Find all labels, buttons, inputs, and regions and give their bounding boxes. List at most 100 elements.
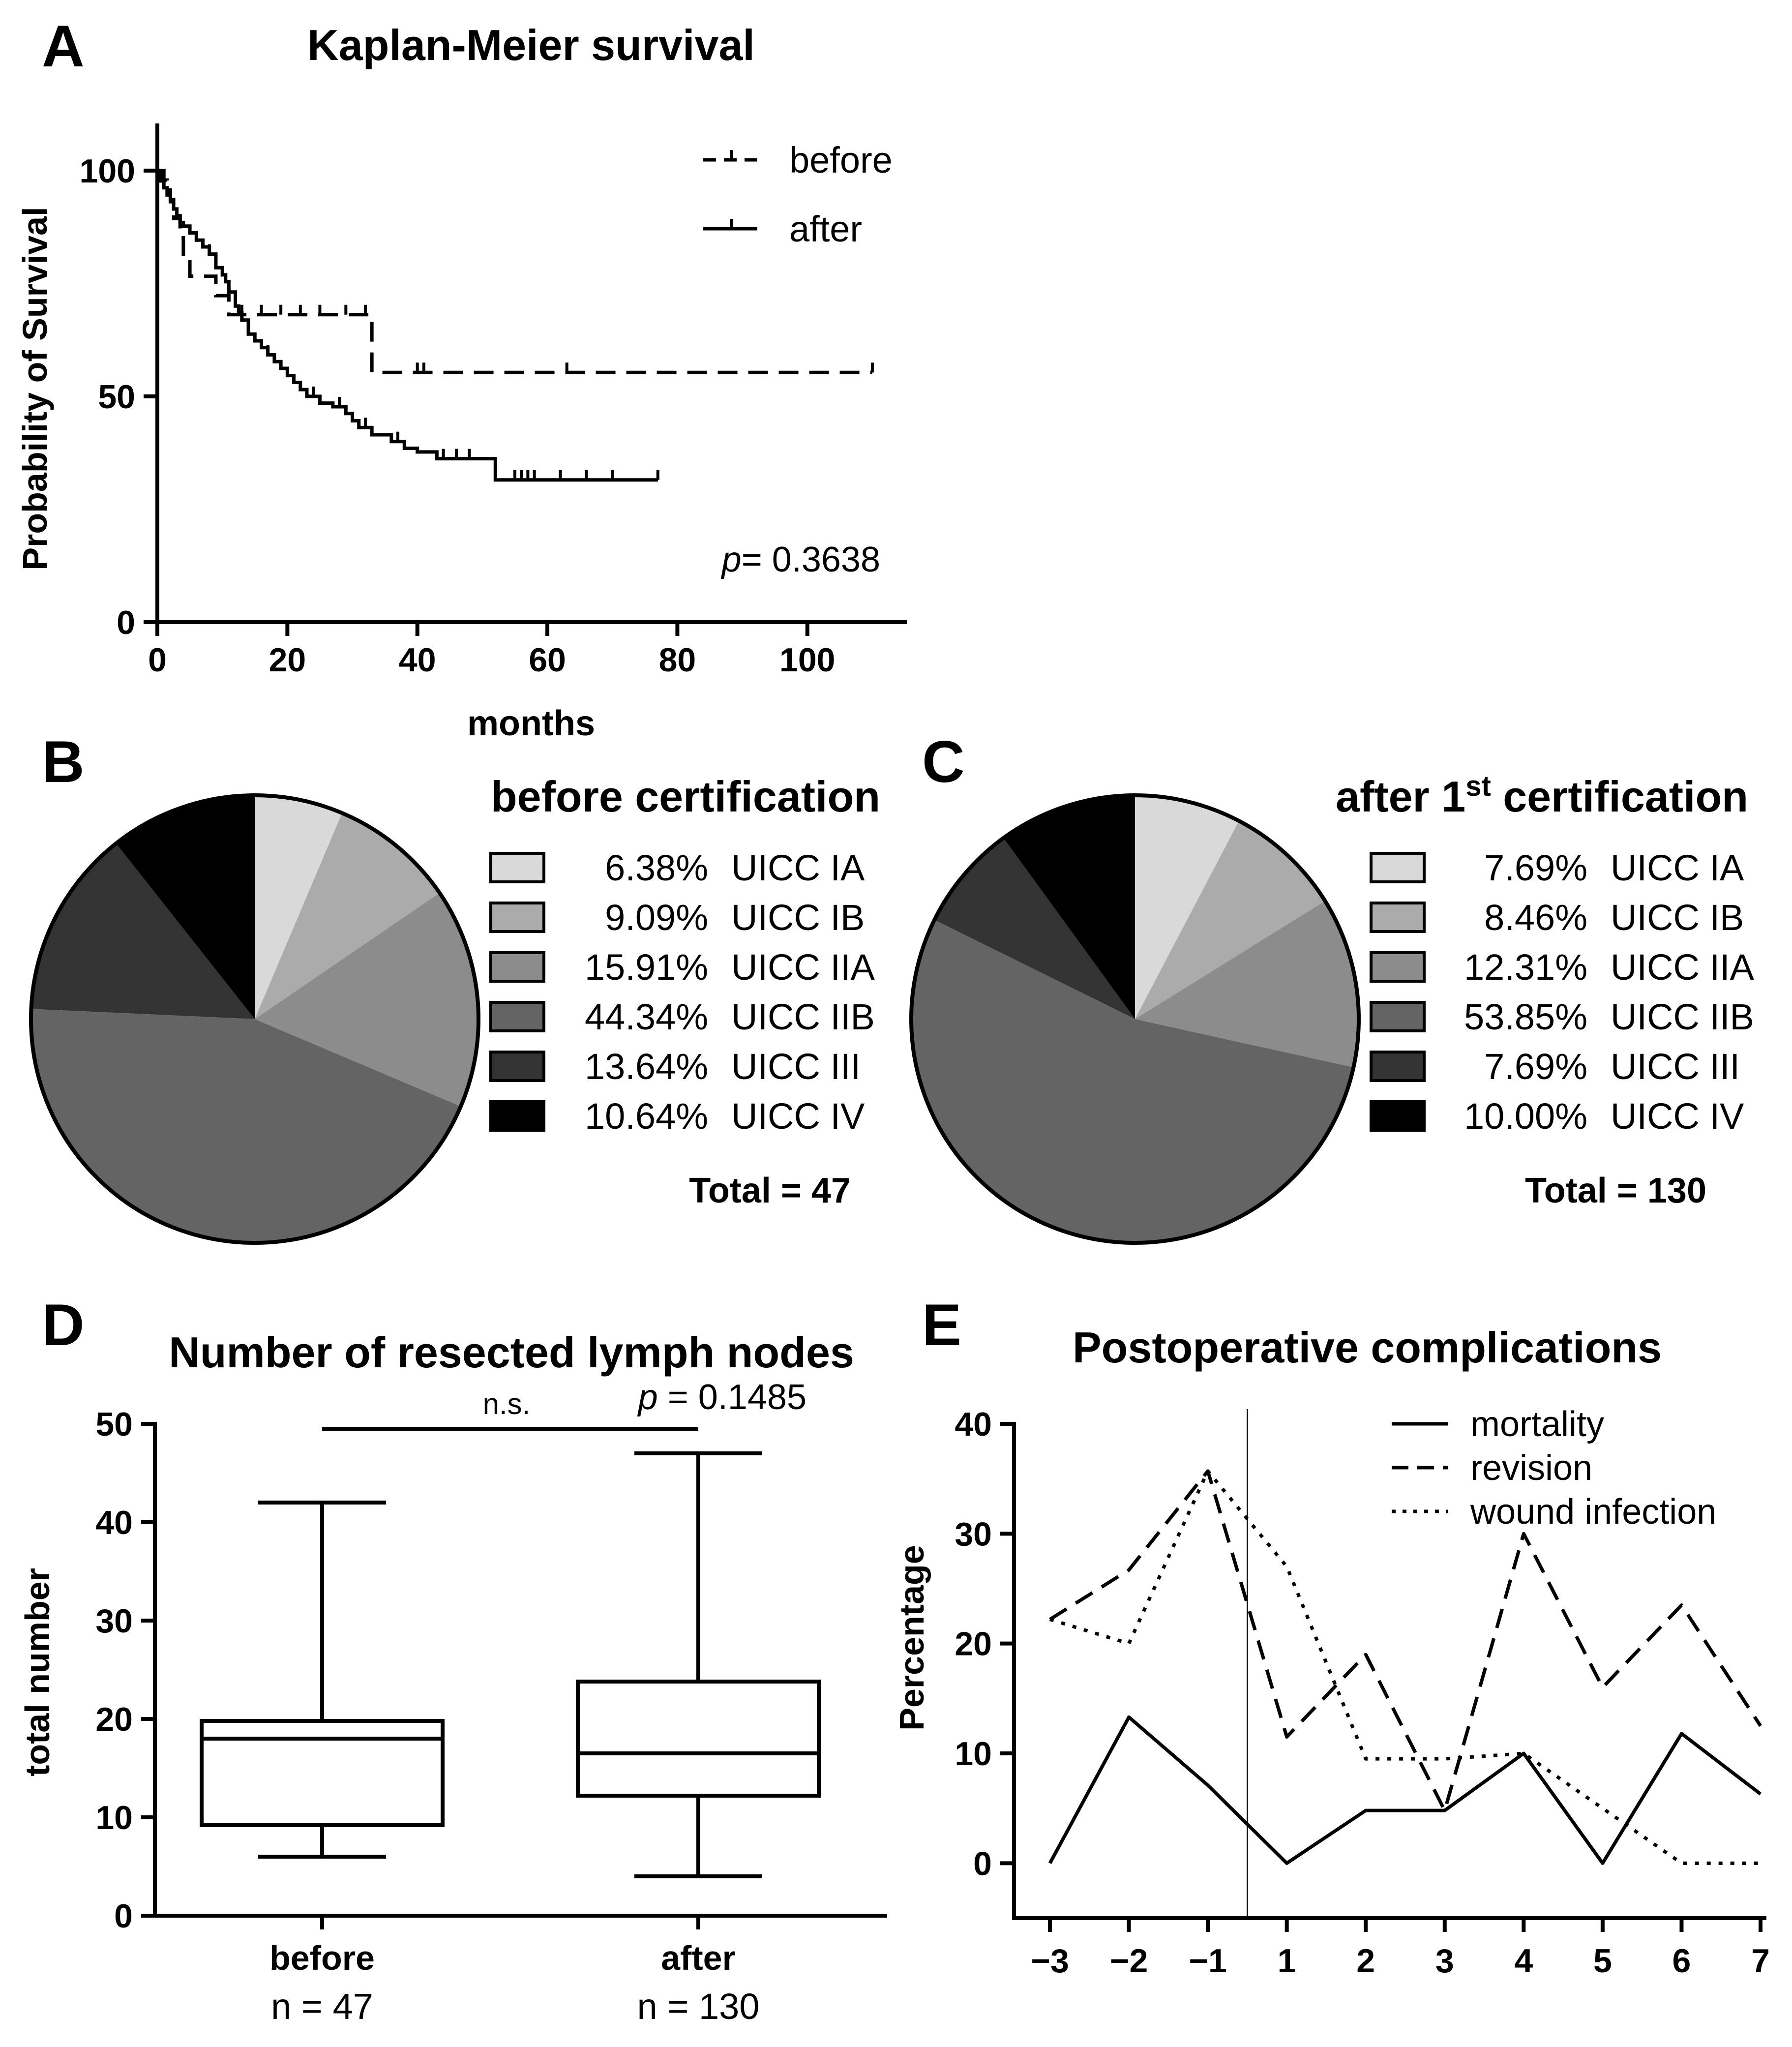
chart-c-legend: 7.69% UICC IA 8.46% UICC IB 12.31% UICC IIA 53… [1370, 847, 1755, 1137]
chart-d-box [200, 1719, 445, 1827]
chart-c-legend-label: UICC IIA [1611, 947, 1755, 988]
panel-a-kaplan-meier: Kaplan-Meier survival Probability of Sur… [16, 21, 907, 743]
chart-c-slice [1135, 901, 1359, 1068]
chart-c-legend-swatch [1370, 852, 1426, 883]
chart-a-y-tick-label: 50 [98, 378, 135, 416]
chart-c-slice [911, 920, 1354, 1243]
chart-b-title: before certification [491, 772, 880, 821]
chart-e-x-tick-label: 3 [1435, 1942, 1454, 1980]
chart-a-x-tick-label: 100 [779, 641, 835, 679]
panel-d-boxplot: Number of resected lymph nodes total num… [18, 1328, 887, 2027]
chart-c-legend-label: UICC IV [1611, 1096, 1744, 1137]
chart-b-legend-value: 13.64% [585, 1046, 708, 1087]
chart-e-y-tick-label: 30 [955, 1515, 992, 1553]
chart-b-slice [255, 813, 440, 1019]
chart-c-legend-swatch [1370, 902, 1426, 933]
chart-b-legend-value: 44.34% [585, 996, 708, 1037]
chart-e-series-wound-infection [1049, 1469, 1761, 1865]
panel-letter-b: B [42, 729, 85, 795]
chart-e-axes: 0 10 20 30 40 −3 −2 −1 1 2 3 4 5 6 7 [955, 1406, 1770, 1980]
chart-e-x-tick-label: 4 [1514, 1942, 1533, 1980]
chart-d-group-n: n = 130 [637, 1986, 760, 2027]
chart-e-series-revision [1049, 1469, 1762, 1812]
chart-b-legend-label: UICC IB [731, 897, 865, 938]
chart-b-legend: 6.38% UICC IA 9.09% UICC IB 15.91% UICC IIA 44… [489, 847, 875, 1137]
chart-a-x-tick-label: 80 [659, 641, 696, 679]
chart-b-legend-value: 10.64% [585, 1096, 708, 1137]
chart-d-group-label: before [269, 1939, 375, 1977]
chart-a-x-tick-label: 40 [399, 641, 436, 679]
chart-a-legend-label: after [789, 209, 862, 249]
chart-c-slice [1003, 795, 1135, 1019]
chart-e-x-tick-label: 7 [1751, 1942, 1770, 1980]
chart-c-legend-value: 7.69% [1484, 847, 1587, 888]
chart-d-box [576, 1680, 821, 1798]
chart-e-y-tick-label: 20 [955, 1626, 992, 1663]
chart-a-axes: 0 20 40 60 80 100 0 50 100 [80, 123, 907, 679]
chart-a-x-tick-label: 60 [529, 641, 566, 679]
chart-e-y-tick-label: 10 [955, 1735, 992, 1773]
chart-a-series-after [157, 169, 658, 482]
chart-e-y-tick-label: 0 [973, 1845, 992, 1882]
chart-b-outline [29, 793, 480, 1245]
chart-e-series [1048, 1469, 1762, 1865]
chart-c-legend-label: UICC IIB [1611, 996, 1754, 1037]
chart-c-slice [1135, 795, 1239, 1019]
panel-letter-e: E [922, 1292, 961, 1358]
chart-b-legend-value: 15.91% [585, 947, 708, 988]
chart-d-y-tick-label: 30 [95, 1602, 133, 1640]
chart-d-ylabel: total number [18, 1568, 57, 1776]
chart-d-ns-label: n.s. [483, 1387, 531, 1420]
chart-b-slice [31, 843, 255, 1019]
chart-a-x-tick-label: 20 [269, 641, 306, 679]
chart-d-y-tick-label: 40 [95, 1504, 133, 1541]
chart-e-legend-label: revision [1470, 1448, 1592, 1488]
chart-d-p-annotation: p = 0.1485 [637, 1378, 806, 1417]
chart-e-y-tick-label: 40 [955, 1406, 992, 1443]
chart-b-legend-swatch [489, 1100, 545, 1132]
chart-c-legend-value: 8.46% [1484, 897, 1587, 938]
chart-b-pie [29, 793, 480, 1245]
chart-b-slice [116, 795, 255, 1019]
chart-d-group-n: n = 47 [271, 1986, 373, 2027]
chart-a-p-text: = 0.3638 [742, 540, 880, 579]
chart-a-xlabel: months [467, 704, 595, 743]
chart-c-title-part2: certification [1491, 772, 1748, 821]
panel-letter-d: D [42, 1292, 85, 1358]
chart-e-x-tick-label: 5 [1593, 1942, 1612, 1980]
panel-letter-c: C [922, 729, 965, 795]
chart-b-legend-swatch [489, 951, 545, 983]
chart-b-legend-value: 9.09% [605, 897, 708, 938]
chart-e-x-tick-label: −3 [1031, 1942, 1069, 1980]
chart-c-legend-label: UICC IA [1611, 847, 1744, 888]
chart-d-y-tick-label: 10 [95, 1799, 133, 1836]
chart-c-legend-value: 10.00% [1464, 1096, 1587, 1137]
chart-b-legend-label: UICC IIA [731, 947, 875, 988]
chart-b-legend-swatch [489, 1051, 545, 1082]
chart-d-title: Number of resected lymph nodes [169, 1328, 854, 1377]
chart-a-legend-label: before [789, 140, 893, 181]
chart-a-series-before [157, 169, 872, 374]
chart-d-boxes [200, 1427, 821, 1878]
panel-c-pie: after 1st certification 7.69% UICC IA 8.46… [909, 770, 1755, 1245]
chart-d-axes: 0 10 20 30 40 50 before n = 47 after n = 130 [95, 1406, 887, 2027]
chart-a-title: Kaplan-Meier survival [307, 21, 755, 69]
chart-c-title-part1: after 1 [1336, 772, 1465, 821]
chart-c-title: after 1st certification [1336, 770, 1748, 821]
chart-b-slice [255, 893, 479, 1107]
chart-e-x-tick-label: 1 [1278, 1942, 1296, 1980]
chart-a-p-label: p [721, 540, 742, 579]
chart-b-legend-label: UICC IV [731, 1096, 865, 1137]
chart-c-legend-label: UICC IB [1611, 897, 1744, 938]
chart-b-slice [30, 1009, 461, 1243]
chart-e-ylabel: Percentage [893, 1545, 931, 1730]
chart-b-legend-swatch [489, 902, 545, 933]
chart-b-slice [255, 795, 342, 1019]
chart-c-pie [909, 793, 1361, 1245]
chart-b-legend-label: UICC IIB [731, 996, 875, 1037]
chart-c-legend-swatch [1370, 951, 1426, 983]
chart-e-title: Postoperative complications [1073, 1323, 1662, 1372]
chart-a-y-tick-label: 100 [80, 152, 135, 190]
